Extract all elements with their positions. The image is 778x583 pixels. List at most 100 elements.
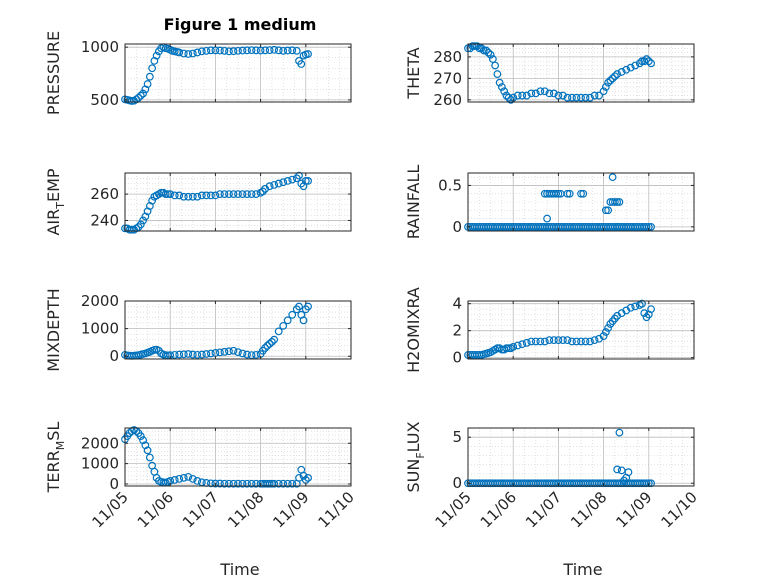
y-axis-label: RAINFALL [404,165,423,240]
data-point [193,48,202,57]
data-point [193,350,202,359]
data-point [615,198,624,206]
y-tick-label: 280 [433,48,462,66]
data-point [166,190,175,198]
data-point [184,472,193,481]
data-point [252,190,260,198]
data-point [247,351,256,360]
data-point [540,87,549,96]
data-point [202,191,211,200]
data-point [274,327,283,336]
data-point [145,453,154,462]
data-point [518,340,527,349]
y-tick-label: 0 [452,349,462,367]
data-point [590,91,599,100]
data-point [188,350,197,359]
data-point [563,189,572,198]
data-point [504,344,513,353]
data-point [216,479,224,488]
data-point [152,51,161,60]
y-axis-label-part: SL [44,422,63,441]
data-point [216,46,224,55]
data-point [647,59,655,68]
data-point [579,189,588,198]
y-axis-label: AIRTEMP [44,168,67,235]
data-point [559,91,567,100]
data-point [265,182,274,191]
subplot-3: 240 260 AIRTEMP [44,168,352,236]
data-point [572,93,581,102]
y-tick-label: 2 [452,322,462,340]
data-point [611,72,619,81]
data-point [568,337,576,346]
y-axis-label-part: SUN [404,459,423,493]
y-tick-label: 2000 [81,434,119,452]
data-point [243,350,251,359]
data-point [304,50,312,58]
data-point [554,189,563,198]
data-point [297,60,306,68]
data-point [270,45,279,54]
data-point [606,76,615,85]
y-axis-label: PRESSURE [44,31,63,115]
data-point [220,46,229,55]
data-point [279,178,288,187]
data-point [644,57,653,66]
data-point [304,177,312,185]
data-point [220,347,229,356]
data-point [261,344,270,352]
data-point [288,479,297,488]
data-point [590,336,599,345]
data-point [595,91,603,100]
data-point [279,321,288,330]
y-axis-label: TERRMSL [44,422,67,494]
data-point [206,191,215,200]
data-point [229,479,238,488]
data-point [601,206,610,215]
subplot-4: 0 0.5 RAINFALL [404,165,695,240]
data-point [265,46,274,55]
data-point [197,350,206,359]
data-point [545,336,554,345]
data-point [247,479,256,488]
data-point [234,46,242,55]
data-point [265,339,274,348]
x-axis-label-left: Time [219,560,259,579]
data-point [211,479,220,488]
data-point [234,479,242,488]
data-point [148,64,157,73]
data-point [184,50,193,58]
data-point [188,474,197,483]
data-point [139,216,147,225]
data-point [631,302,640,311]
data-point [563,93,572,102]
data-point [279,46,288,55]
y-axis-label-part: EMP [44,168,63,202]
data-point [188,192,197,201]
y-tick-label: 1000 [81,455,119,473]
data-point [252,350,260,359]
data-point [552,189,561,198]
data-point [136,91,145,100]
y-axis-label: SUNFLUX [404,421,427,492]
data-series [464,173,655,231]
data-point [635,59,644,68]
data-point [601,328,610,336]
data-point [604,324,613,332]
data-point [292,46,301,55]
data-point [175,474,184,483]
y-tick-label: 240 [90,211,119,229]
axes-box [124,172,352,232]
data-point [531,89,540,98]
data-point [504,93,513,102]
data-point [527,337,536,346]
data-point [638,299,646,308]
y-axis-label-part: THETA [404,47,423,99]
data-point [134,93,143,102]
data-point [554,91,563,100]
data-point [586,337,594,346]
data-point [283,46,292,55]
data-point [211,191,220,200]
data-point [288,175,297,184]
y-axis-label-subscript: M [54,441,67,451]
